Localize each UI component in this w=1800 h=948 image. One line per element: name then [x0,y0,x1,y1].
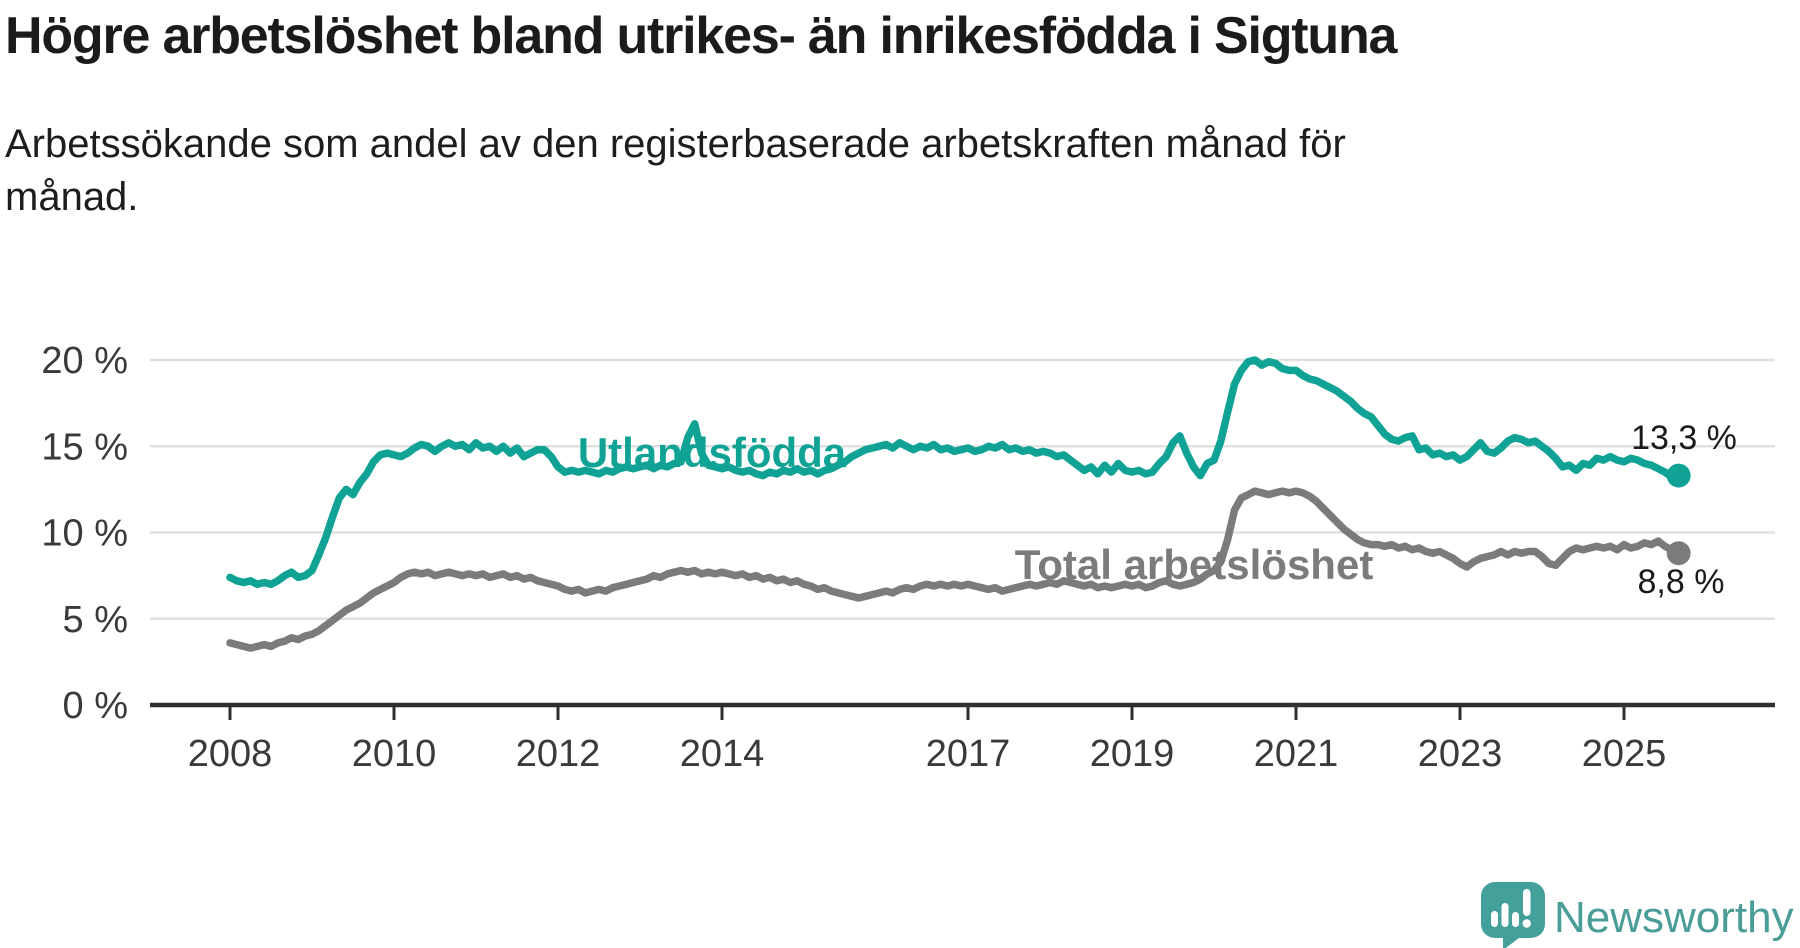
page-title: Högre arbetslöshet bland utrikes- än inr… [5,7,1397,65]
y-axis-tick-label: 10 % [41,513,128,555]
series-line-total-arbetsloshet [226,487,1683,652]
end-value-label-total: 8,8 % [1638,563,1725,601]
x-axis-tick-label: 2012 [516,733,601,775]
x-axis-tick-label: 2008 [188,733,273,775]
y-axis-tick-label: 20 % [41,340,128,382]
x-axis-tick-label: 2017 [926,733,1011,775]
chart-subtitle: Arbetssökande som andel av den registerb… [5,122,1346,220]
series-layer [226,356,1691,652]
end-value-label-utlandsfodda: 13,3 % [1631,419,1737,457]
newsworthy-logo-text: Newsworthy [1554,893,1794,942]
x-axis-tick-label: 2021 [1254,733,1339,775]
y-axis-tick-label: 5 % [63,599,128,641]
x-axis-tick-label: 2010 [352,733,437,775]
newsworthy-logo: Newsworthy [1481,882,1794,948]
series-line-utlandsfodda [226,356,1683,589]
x-axis-tick-label: 2014 [680,733,765,775]
x-axis-tick-label: 2025 [1582,733,1667,775]
newsworthy-logo-mark-icon [1481,882,1545,948]
series-end-dot-total-arbetsloshet [1666,541,1691,566]
axis-layer: 0 % 5 % 10 % 15 % 20 % 2008 2010 2012 2014 2017 20… [41,340,1775,775]
series-label-total-arbetsloshet: Total arbetslöshet [1015,541,1374,588]
x-axis-tick-label: 2019 [1090,733,1175,775]
series-end-dot-utlandsfodda [1666,463,1691,488]
y-axis-tick-label: 15 % [41,426,128,468]
x-axis-tick-label: 2023 [1418,733,1503,775]
series-label-utlandsfodda: Utlandsfödda [578,429,847,476]
y-axis-tick-label: 0 % [63,685,128,727]
